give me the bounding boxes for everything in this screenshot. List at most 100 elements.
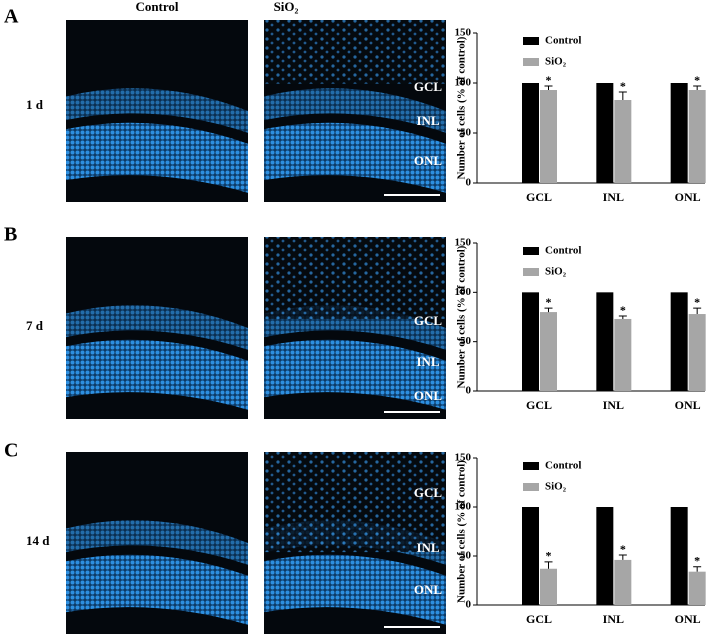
sparse-cells [264, 452, 446, 553]
layer-label: ONL [414, 388, 443, 403]
x-tick-label: ONL [675, 398, 701, 412]
cell-layer [66, 305, 248, 350]
error-bar [618, 91, 627, 100]
layer-label: ONL [414, 153, 443, 168]
legend-label: Control [545, 245, 581, 257]
panel-letter: B [4, 224, 17, 246]
significance-star: * [694, 554, 700, 568]
legend-label: SiO₂ [545, 481, 567, 493]
panel-letter: A [4, 6, 19, 28]
y-tick-label: 150 [455, 237, 472, 249]
legend-swatch [523, 247, 539, 255]
significance-star: * [546, 549, 552, 563]
layer-label: INL [416, 354, 439, 369]
time-label: 1 d [26, 97, 44, 112]
layer-label: INL [416, 540, 439, 555]
legend-label: SiO₂ [545, 56, 567, 68]
sparse-cells [264, 237, 446, 319]
significance-star: * [620, 79, 626, 93]
bar [614, 318, 632, 391]
error-bar [544, 561, 553, 569]
bar [596, 292, 614, 391]
bar [540, 312, 557, 391]
bar [614, 559, 632, 605]
legend-swatch [523, 37, 539, 45]
x-tick-label: GCL [526, 398, 552, 412]
cell-layer [66, 88, 248, 133]
bar [522, 83, 539, 183]
cell-layer [66, 339, 248, 410]
cell-layer [66, 122, 248, 193]
y-axis-label: Number of cells (% of control) [456, 245, 468, 388]
legend-label: SiO₂ [545, 266, 567, 278]
y-axis-label: Number of cells (% of control) [456, 460, 468, 603]
significance-star: * [694, 73, 700, 87]
y-tick-label: 50 [460, 335, 472, 347]
cell-layer [264, 554, 446, 625]
error-bar [693, 307, 702, 315]
legend-swatch [523, 483, 539, 491]
legend-label: Control [545, 35, 581, 47]
bar [522, 507, 539, 605]
layer-label: INL [416, 113, 439, 128]
bar [522, 292, 539, 391]
layer-label: GCL [414, 313, 443, 328]
x-tick-label: GCL [526, 612, 552, 626]
x-tick-label: ONL [675, 190, 701, 204]
time-label: 7 d [26, 318, 44, 333]
column-header: SiO₂ [274, 0, 299, 14]
legend-label: Control [545, 460, 581, 472]
y-tick-label: 150 [455, 27, 472, 39]
error-bar [544, 307, 553, 313]
sparse-cells [264, 20, 446, 84]
legend-swatch [523, 462, 539, 470]
y-tick-label: 50 [460, 550, 472, 562]
bar [614, 100, 632, 183]
significance-star: * [546, 73, 552, 87]
error-bar [544, 85, 553, 90]
x-tick-label: INL [603, 190, 624, 204]
significance-star: * [620, 542, 626, 556]
layer-label: GCL [414, 79, 443, 94]
x-tick-label: INL [603, 612, 624, 626]
x-tick-label: INL [603, 398, 624, 412]
error-bar [693, 85, 702, 90]
legend-swatch [523, 58, 539, 66]
bar [540, 568, 557, 605]
error-bar [618, 554, 627, 560]
cell-layer [264, 122, 446, 193]
y-tick-label: 100 [455, 286, 472, 298]
bar [688, 90, 706, 183]
x-tick-label: ONL [675, 612, 701, 626]
bar [670, 83, 688, 183]
cell-layer [66, 520, 248, 565]
error-bar [693, 566, 702, 572]
bar [670, 292, 688, 391]
bar [688, 571, 706, 605]
y-axis-label: Number of cells (% of control) [456, 36, 468, 179]
y-tick-label: 150 [455, 452, 472, 464]
cell-layer [264, 88, 446, 133]
bar [596, 507, 614, 605]
layer-label: ONL [414, 582, 443, 597]
y-tick-label: 100 [455, 77, 472, 89]
y-tick-label: 50 [460, 127, 472, 139]
significance-star: * [546, 295, 552, 309]
error-bar [618, 315, 627, 319]
y-tick-label: 0 [466, 177, 472, 189]
bar [688, 314, 706, 391]
y-tick-label: 0 [466, 599, 472, 611]
y-tick-label: 100 [455, 501, 472, 513]
significance-star: * [620, 303, 626, 317]
cell-layer [264, 339, 446, 410]
bar [670, 507, 688, 605]
bar [540, 90, 557, 183]
significance-star: * [694, 295, 700, 309]
x-tick-label: GCL [526, 190, 552, 204]
column-header: Control [135, 0, 178, 14]
time-label: 14 d [26, 533, 50, 548]
layer-label: GCL [414, 485, 443, 500]
bar [596, 83, 614, 183]
y-tick-label: 0 [466, 385, 472, 397]
